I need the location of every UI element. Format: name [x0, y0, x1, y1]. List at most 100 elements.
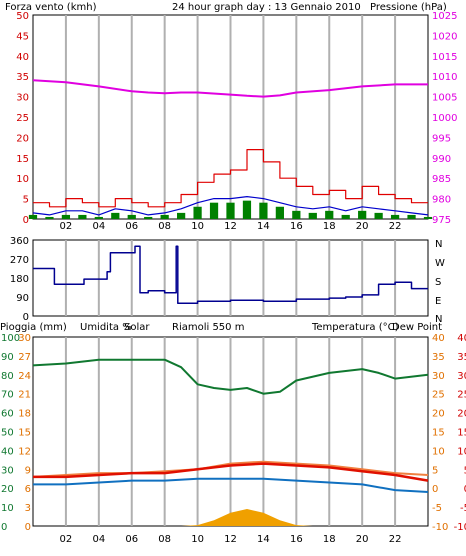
wind-bar: [259, 202, 268, 219]
temperature-y2-tick-label: 25: [457, 390, 466, 401]
wind-bar: [358, 210, 367, 219]
direction-y-tick-label: 0: [23, 312, 29, 323]
direction-label: E: [435, 296, 441, 307]
direction-y-tick-label: 270: [10, 255, 29, 266]
pressure-axis-title: Pressione (hPa): [370, 2, 447, 13]
wind-bar: [341, 214, 350, 219]
direction-label: N: [435, 314, 442, 325]
wind-bar: [292, 210, 301, 219]
temperature-y-tick-label: 0: [432, 484, 438, 495]
wind-direction-line: [33, 245, 428, 305]
humidity-line: [32, 358, 429, 395]
rain-y-tick-label: 12: [18, 446, 31, 457]
rain-y-tick-label: 6: [25, 484, 31, 495]
wind-bar: [308, 212, 317, 219]
temperature-y2-tick-label: 15: [457, 428, 466, 439]
direction-y-tick-label: 90: [16, 293, 29, 304]
wind-bar: [242, 200, 252, 219]
pressure-y-tick-label: 995: [432, 133, 451, 144]
temperature-y-tick-label: -10: [432, 522, 448, 533]
temperature-y2-tick-label: -10: [454, 522, 466, 533]
wind-bar: [423, 216, 433, 219]
temperature-label: Temperatura (°C): [311, 322, 399, 333]
wind-bar: [78, 214, 87, 219]
wind-bar: [28, 214, 38, 219]
wind-bar: [209, 202, 219, 219]
rain-y-tick-label: 27: [18, 352, 31, 363]
wind-y-tick-label: 35: [16, 72, 29, 83]
temperature-y-tick-label: 25: [432, 390, 445, 401]
humidity-y-tick-label: 80: [1, 371, 14, 382]
pressure-y-tick-label: 980: [432, 195, 451, 206]
pressure-y-tick-label: 1020: [432, 31, 457, 42]
wind-y-tick-label: 10: [16, 174, 29, 185]
humidity-label: Umidita %: [80, 322, 132, 333]
direction-label: W: [435, 258, 445, 269]
pressure-y-tick-label: 1000: [432, 113, 457, 124]
x-tick-label: 18: [323, 534, 336, 545]
wind-y-tick-label: 15: [16, 154, 29, 165]
humidity-y-tick-label: 20: [1, 484, 14, 495]
wind-y-tick-label: 50: [16, 11, 29, 22]
wind-y-tick-label: 20: [16, 133, 29, 144]
wind-bar: [325, 210, 334, 219]
wind-bar: [61, 214, 71, 219]
x-tick-label: 08: [158, 534, 171, 545]
riamoli-line: [32, 460, 429, 478]
x-tick-label: 20: [356, 221, 369, 232]
dewpoint-line: [33, 477, 429, 493]
humidity-y-tick-label: 0: [1, 522, 7, 533]
temperature-y2-tick-label: 35: [457, 352, 466, 363]
wind-bar: [127, 214, 136, 219]
temperature-y-tick-label: 30: [432, 371, 445, 382]
pressure-line: [32, 79, 428, 98]
wind-bar: [111, 212, 120, 219]
humidity-y-tick-label: 90: [1, 352, 14, 363]
wind-bar: [390, 214, 400, 219]
dewpoint-label: Dew Point: [392, 322, 442, 333]
humidity-y-tick-label: 50: [1, 428, 14, 439]
rain-y-tick-label: 30: [18, 333, 31, 344]
solar-area: [33, 509, 428, 526]
pressure-y-tick-label: 1015: [432, 52, 457, 63]
x-tick-label: 02: [60, 221, 73, 232]
temperature-y2-tick-label: 30: [457, 371, 466, 382]
rain-y-tick-label: 21: [18, 390, 31, 401]
wind-bar: [160, 214, 169, 219]
x-tick-label: 02: [60, 534, 73, 545]
wind-bar: [177, 212, 186, 219]
solar-label: Solar: [124, 322, 150, 333]
temperature-y-tick-label: 35: [432, 352, 445, 363]
rain-y-tick-label: 9: [25, 465, 31, 476]
temperature-y-tick-label: 15: [432, 428, 445, 439]
x-tick-label: 16: [290, 221, 303, 232]
rain-label: Pioggia (mm): [0, 322, 67, 333]
wind-bar: [226, 202, 235, 219]
x-tick-label: 10: [191, 221, 204, 232]
direction-label: N: [435, 239, 442, 250]
x-tick-label: 12: [224, 534, 237, 545]
wind-y-tick-label: 0: [23, 215, 29, 226]
temperature-y2-tick-label: -5: [460, 503, 466, 514]
wind-bar: [144, 216, 153, 219]
pressure-y-tick-label: 990: [432, 154, 451, 165]
temperature-line: [33, 462, 429, 482]
pressure-y-tick-label: 1005: [432, 93, 457, 104]
pressure-y-tick-label: 1025: [432, 11, 457, 22]
pressure-y-tick-label: 1010: [432, 72, 457, 83]
x-tick-label: 06: [125, 534, 138, 545]
temperature-y-tick-label: 5: [432, 465, 438, 476]
temperature-y-tick-label: -5: [432, 503, 442, 514]
wind-bar: [45, 216, 54, 219]
humidity-y-tick-label: 100: [1, 333, 20, 344]
temperature-y2-tick-label: 0: [464, 484, 466, 495]
chart-title: 24 hour graph day : 13 Gennaio 2010: [172, 2, 361, 13]
x-tick-label: 22: [389, 534, 402, 545]
direction-y-tick-label: 360: [10, 236, 29, 247]
x-tick-label: 10: [191, 534, 204, 545]
humidity-y-tick-label: 70: [1, 390, 14, 401]
x-tick-label: 22: [389, 221, 402, 232]
wind-bar: [275, 206, 284, 219]
x-tick-label: 04: [92, 534, 105, 545]
